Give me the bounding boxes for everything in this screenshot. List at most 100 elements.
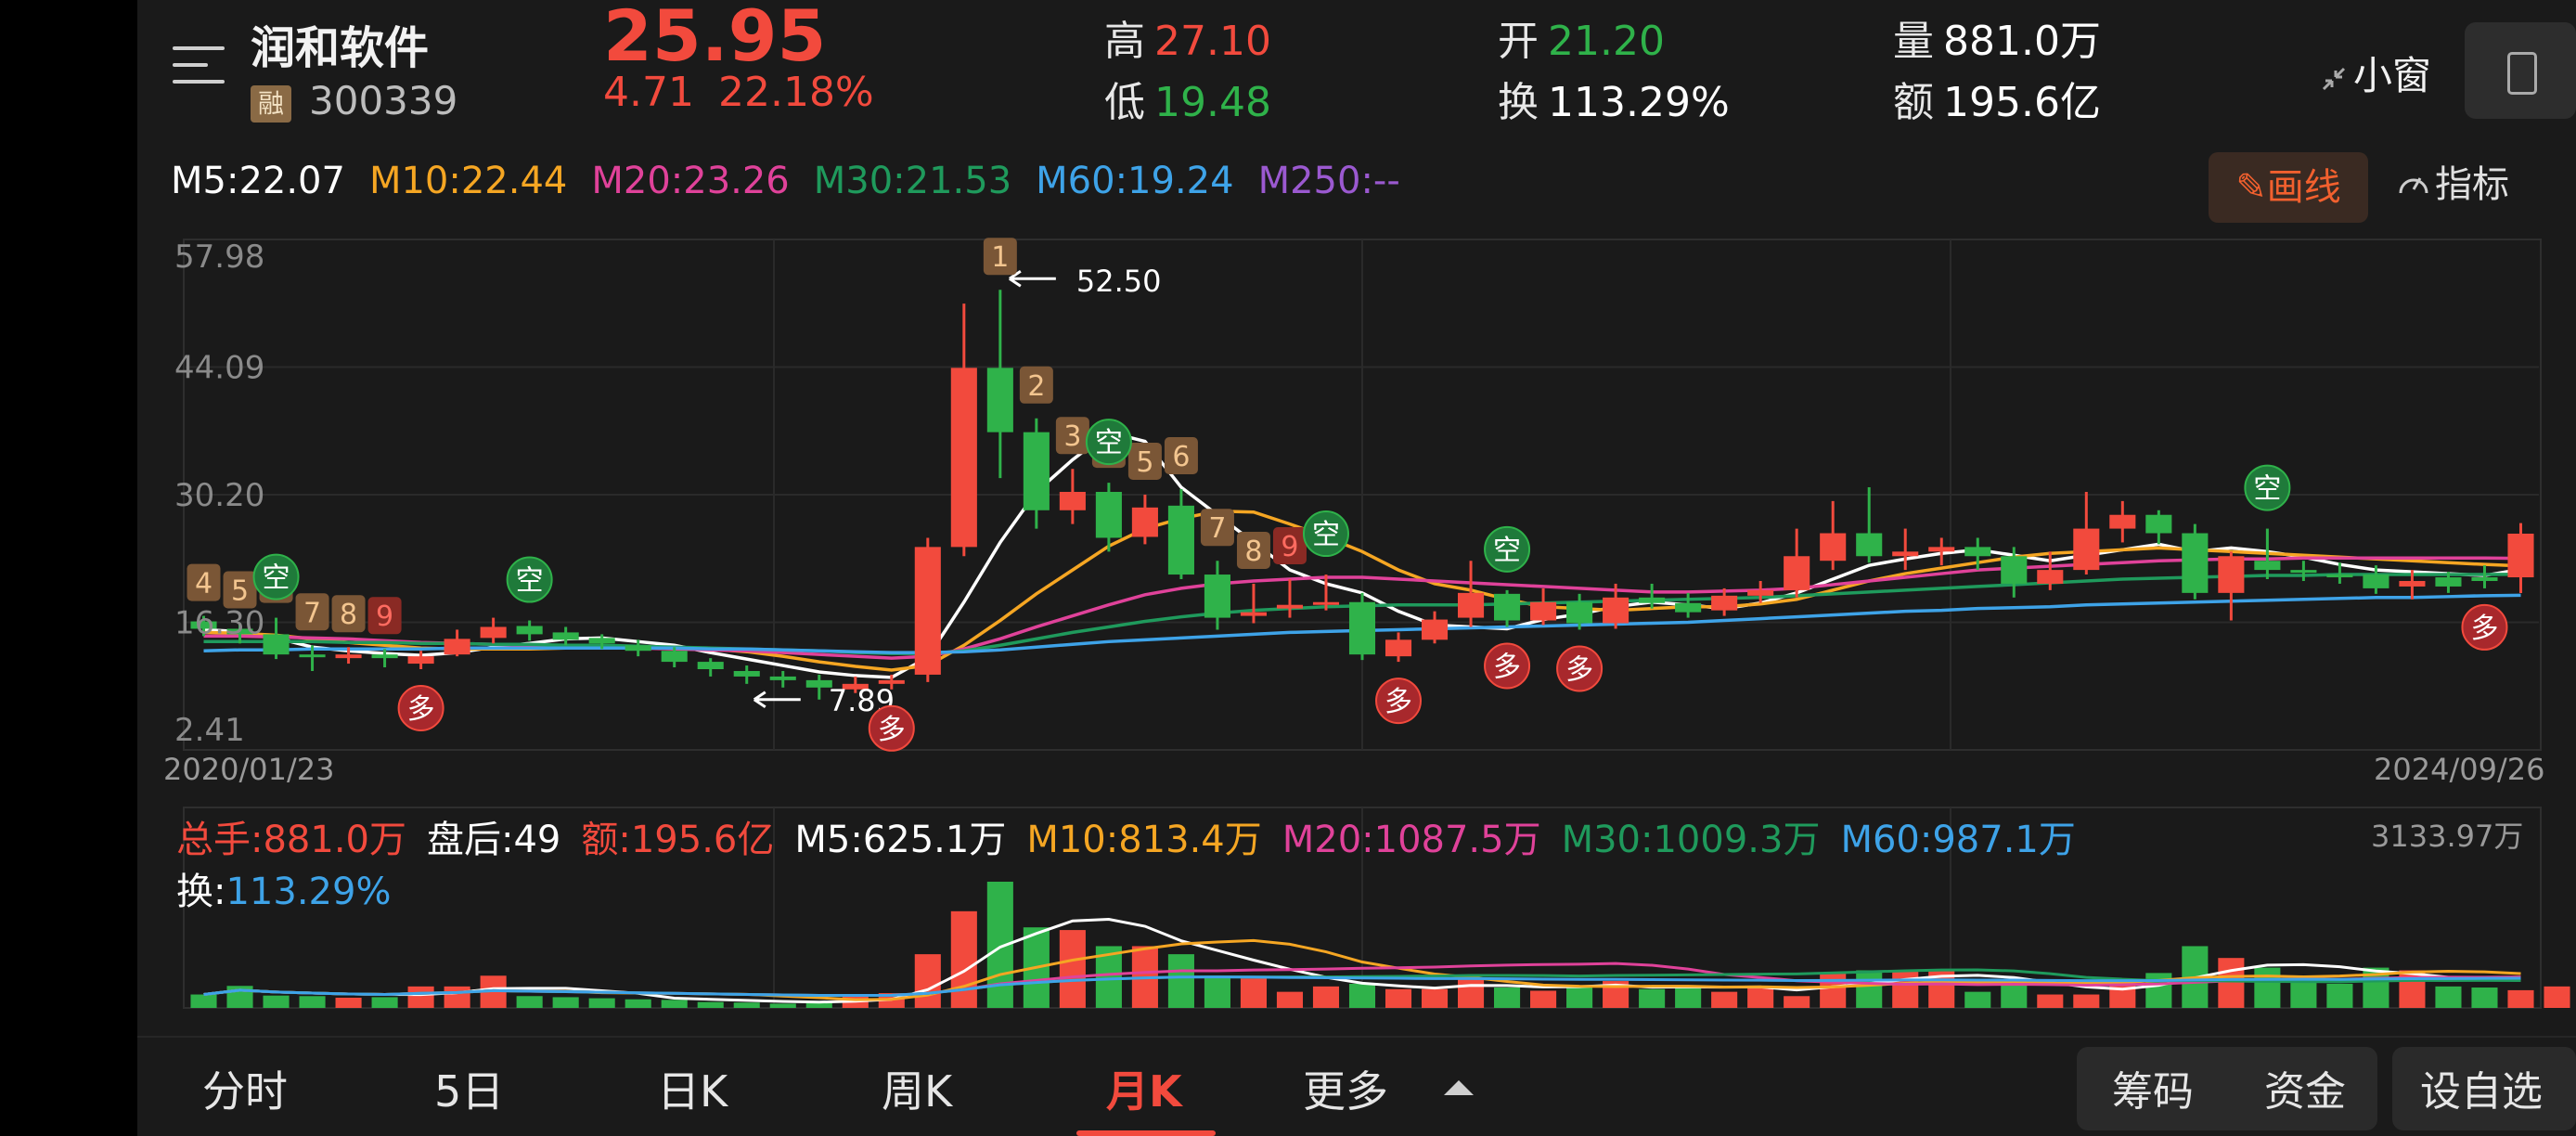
y-tick-label: 16.30 [174,605,264,642]
candle-body [1530,601,1557,621]
candle-body [950,368,977,548]
candle-body [480,626,507,639]
small-window-label: 小窗 [2353,53,2432,98]
sequence-number: 1 [991,241,1009,274]
phone-mode-button[interactable] [2465,22,2576,119]
chips-funds-group [2077,1047,2377,1130]
volume-bar [2544,986,2570,1008]
long-signal-marker [2461,603,2508,651]
candle-body [1204,574,1230,618]
low-label: 低 [1104,79,1145,126]
amount-value: 195.6亿 [1943,79,2101,126]
volume-bar [1385,988,1412,1008]
ma-legend: M5:22.07 M10:22.44 M20:23.26 M30:21.53 M60:1… [171,160,1424,202]
min-arrow-icon [753,691,801,709]
long-signal-marker [397,685,444,732]
candle-body [226,628,253,635]
stock-name[interactable]: 润和软件 [251,22,430,74]
volume-bar [1892,971,1919,1008]
candle-body [2326,574,2353,578]
short-signal-marker [1484,525,1531,573]
tab-5-day[interactable]: 5日 [434,1066,505,1117]
vol-ma60: M60:987.1万 [1840,819,2076,861]
after-hours: 盘后:49 [427,819,561,861]
volume-bar [1747,986,1774,1008]
y-tick-label: 44.09 [174,350,264,387]
sequence-badge [187,563,221,601]
signal-text: 多 [1385,686,1412,718]
chips-button[interactable]: 筹码 [2112,1068,2194,1116]
candle-body [914,547,941,675]
sequence-badge [331,595,366,633]
change-percent: 22.18% [717,69,874,116]
short-signal-marker [506,556,553,603]
volume-bar [2218,958,2245,1008]
candle-body [1312,601,1340,605]
sequence-badge [1200,509,1234,547]
tab-month-k[interactable]: 月K [1106,1066,1182,1117]
candle-body [1276,604,1304,609]
funds-button[interactable]: 资金 [2264,1068,2346,1116]
sequence-number: 3 [1063,420,1081,453]
sequence-number: 5 [231,575,249,608]
ma10-label: M10:22.44 [368,160,568,202]
volume-bar [1458,978,1485,1008]
candle-body [1928,547,1955,552]
add-watchlist-button[interactable]: 设自选 [2420,1068,2543,1116]
high-value: 27.10 [1154,18,1271,65]
tab-more[interactable]: 更多 [1303,1066,1388,1117]
caret-up-icon[interactable] [1444,1080,1474,1095]
volume-bar [1240,978,1267,1008]
candle-body [1167,505,1194,575]
end-date: 2024/09/26 [2374,752,2545,787]
candle-body [2037,570,2064,584]
candle-body [1566,601,1593,624]
candles [190,290,2534,700]
turnover-value: 113.29% [1548,79,1730,126]
candle-body [371,654,398,659]
candle-body [1059,491,1086,510]
indicator-button[interactable]: 指标 [2396,154,2509,208]
candle-body [1240,612,1267,616]
sequence-badge [1272,527,1307,565]
tab-intraday[interactable]: 分时 [202,1066,288,1117]
sequence-badge [295,593,329,631]
candle-body [2399,580,2426,587]
volume-bar [661,1000,688,1008]
draw-line-button[interactable]: ✎画线 [2209,152,2368,223]
sequence-badge [367,597,402,635]
long-signal-marker [1375,678,1423,725]
signal-text: 多 [1565,653,1593,686]
vol-ma10: M10:813.4万 [1026,819,1262,861]
signal-text: 多 [878,714,906,746]
volume-bar [1964,991,1991,1008]
sequence-number: 7 [303,597,321,629]
volume-max: 3133.97万 [2371,819,2524,854]
small-window-button[interactable]: 小窗 [2320,45,2431,101]
draw-label: 画线 [2266,166,2341,209]
open-value: 21.20 [1548,18,1665,65]
volume-bar [950,910,977,1008]
menu-icon[interactable] [173,45,225,91]
volume-bar [1421,988,1449,1008]
volume-bar [335,998,362,1008]
ma5-label: M5:22.07 [171,160,345,202]
volume-bar [2435,986,2462,1008]
signal-markers: 52.507.89456789123456789空空空空空空多多多多多多 [187,238,2508,752]
volume-bar [1494,988,1521,1008]
volume-bar [2145,973,2172,1008]
candle-body [1639,597,1666,603]
signal-text: 空 [2253,473,2281,506]
volume-label: 量 [1893,18,1934,65]
tab-week-k[interactable]: 周K [882,1066,953,1117]
signal-text: 空 [1095,427,1123,459]
quote-volume: 量 881.0万 [1893,7,2101,67]
candle-body [1095,491,1122,538]
volume-bar [697,1001,724,1008]
tab-day-k[interactable]: 日K [657,1066,728,1117]
sequence-badge [1019,366,1053,404]
active-tab-indicator [1076,1130,1216,1136]
candle-body [2109,514,2136,529]
